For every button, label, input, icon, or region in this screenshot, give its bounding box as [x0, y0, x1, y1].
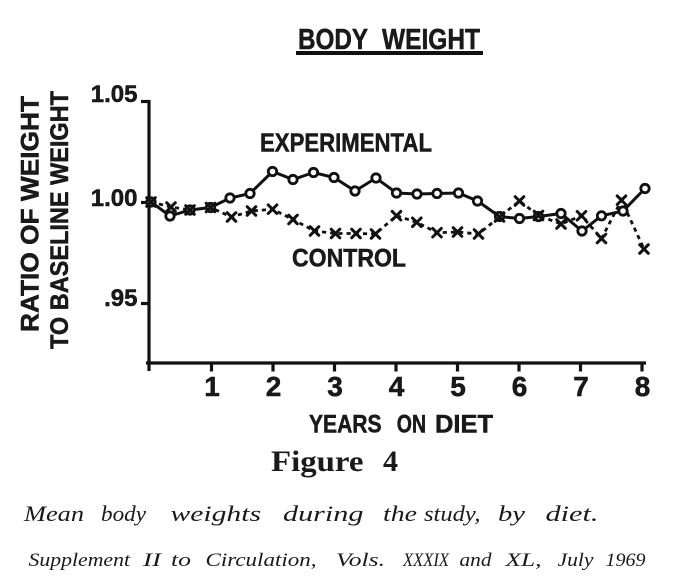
svg-text:1969: 1969	[606, 551, 646, 571]
svg-text:the: the	[383, 501, 417, 526]
svg-text:during: during	[283, 501, 364, 526]
svg-text:XL,: XL,	[504, 551, 541, 571]
svg-text:Mean: Mean	[23, 501, 84, 526]
svg-text:8: 8	[635, 371, 651, 402]
svg-text:and: and	[460, 551, 493, 571]
svg-text:4: 4	[389, 371, 405, 402]
svg-text:to: to	[171, 551, 191, 571]
svg-text:YEARS: YEARS	[309, 411, 382, 439]
svg-text:RATIO OF WEIGHT: RATIO OF WEIGHT	[17, 96, 45, 332]
svg-text:ON: ON	[397, 411, 426, 439]
svg-text:weights: weights	[171, 501, 262, 526]
svg-text:body: body	[101, 501, 146, 526]
svg-text:Supplement: Supplement	[29, 551, 132, 571]
svg-text:by: by	[498, 501, 525, 526]
svg-text:6: 6	[512, 371, 528, 402]
svg-text:study,: study,	[424, 501, 481, 526]
svg-text:diet.: diet.	[546, 501, 599, 526]
svg-text:July: July	[558, 551, 595, 571]
svg-text:Vols.: Vols.	[336, 551, 385, 571]
svg-text:TO BASELINE WEIGHT: TO BASELINE WEIGHT	[46, 91, 74, 349]
svg-text:WEIGHT: WEIGHT	[382, 24, 480, 56]
svg-text:1: 1	[204, 371, 220, 402]
svg-text:.95: .95	[104, 285, 137, 312]
svg-text:XXXIX: XXXIX	[402, 551, 450, 571]
svg-text:1.05: 1.05	[91, 81, 138, 108]
svg-text:DIET: DIET	[435, 411, 493, 439]
svg-text:CONTROL: CONTROL	[292, 245, 406, 273]
svg-text:EXPERIMENTAL: EXPERIMENTAL	[260, 128, 432, 158]
svg-text:5: 5	[450, 371, 466, 402]
svg-text:7: 7	[573, 371, 589, 402]
svg-text:Figure: Figure	[271, 445, 364, 478]
svg-text:BODY: BODY	[298, 24, 368, 56]
svg-text:2: 2	[266, 371, 282, 402]
svg-text:Circulation,: Circulation,	[206, 551, 317, 571]
svg-text:1.00: 1.00	[91, 185, 138, 212]
svg-text:II: II	[142, 551, 163, 571]
svg-text:3: 3	[327, 371, 343, 402]
svg-text:4: 4	[383, 445, 398, 478]
